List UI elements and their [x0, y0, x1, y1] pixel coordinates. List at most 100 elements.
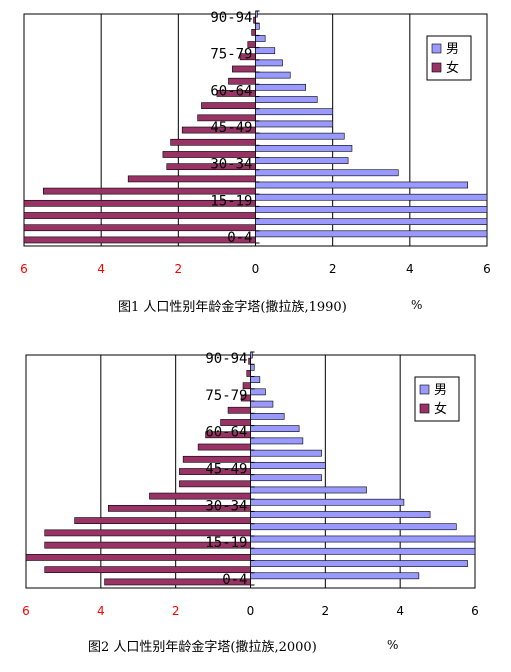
x-tick-label: 4 — [97, 262, 105, 276]
male-bar-60-64 — [255, 83, 306, 91]
age-label: 30-34 — [205, 498, 247, 514]
male-bar-40-44 — [250, 474, 322, 482]
legend-box — [426, 35, 472, 81]
female-bar-40-44 — [179, 480, 251, 488]
female-bar-75-79 — [239, 53, 256, 61]
male-bar-35-39 — [250, 486, 367, 494]
legend-swatch-male — [431, 43, 442, 54]
chart1-unit: % — [411, 298, 423, 312]
female-bar-65-69 — [220, 419, 251, 426]
legend-label-female: 女 — [446, 60, 459, 76]
female-bar-55-59 — [201, 102, 256, 109]
male-bar-5-9 — [250, 560, 468, 567]
age-label: 60-64 — [205, 425, 247, 441]
female-bar-0-4 — [23, 236, 256, 244]
age-label: 75-79 — [205, 388, 247, 404]
male-bar-20-24 — [255, 181, 469, 189]
female-bar-10-14 — [23, 212, 256, 219]
age-label: 60-64 — [210, 83, 252, 99]
female-bar-25-29 — [127, 175, 256, 183]
x-tick-label: 0 — [252, 262, 260, 276]
female-bar-90-94 — [253, 16, 256, 24]
x-tick-label: 4 — [406, 262, 414, 276]
age-label: 45-49 — [210, 120, 252, 136]
legend-label-male: 男 — [446, 42, 459, 57]
male-bar-10-14 — [255, 206, 488, 213]
female-bar-50-54 — [182, 455, 251, 463]
male-bar-25-29 — [255, 169, 399, 177]
x-tick-label: 4 — [396, 604, 404, 618]
female-bar-80-84 — [242, 382, 251, 390]
legend-swatch-female — [419, 403, 430, 414]
legend-box — [414, 376, 460, 422]
female-bar-25-29 — [74, 517, 251, 524]
male-bar-80-84 — [250, 376, 261, 383]
female-bar-65-69 — [228, 77, 256, 85]
male-bar-75-79 — [250, 388, 266, 396]
x-tick-label: 2 — [172, 604, 180, 618]
male-bar-45-49 — [250, 462, 326, 469]
female-bar-15-19 — [23, 199, 256, 207]
male-bar-55-59 — [250, 437, 304, 445]
age-label: 75-79 — [210, 47, 252, 63]
age-label: 30-34 — [210, 157, 252, 173]
age-label: 90-94 — [205, 351, 247, 367]
age-label: 15-19 — [205, 535, 247, 551]
x-tick-label: 6 — [483, 262, 491, 276]
male-bar-5-9 — [255, 218, 488, 225]
female-bar-0-4 — [104, 578, 251, 586]
female-bar-70-74 — [232, 65, 256, 73]
x-tick-label: 6 — [20, 262, 28, 276]
male-bar-90-94 — [255, 10, 258, 18]
male-bar-20-24 — [250, 523, 457, 531]
female-bar-35-39 — [162, 151, 256, 158]
male-bar-35-39 — [255, 145, 353, 152]
chart1: 90-94 75-79 60-64 45-49 30-34 15-19 0-4 6 4 2 0 2 4 6… — [20, 10, 491, 276]
chart2: 90-94 75-79 60-64 45-49 30-34 15-19 0-4 6 4 2 0 2 4 6… — [22, 351, 479, 618]
male-bar-40-44 — [255, 132, 345, 140]
female-bar-35-39 — [149, 492, 251, 500]
legend-swatch-male — [419, 384, 430, 395]
legend-swatch-female — [431, 62, 442, 73]
chart2-caption: 图2 人口性别年龄金字塔(撒拉族,2000) — [88, 640, 317, 655]
male-bar-85-89 — [255, 22, 260, 30]
male-bar-45-49 — [255, 120, 333, 128]
chart1-caption: 图1 人口性别年龄金字塔(撒拉族,1990) — [118, 300, 347, 315]
male-bar-15-19 — [255, 193, 488, 201]
age-label: 0-4 — [227, 230, 252, 246]
x-tick-label: 6 — [22, 604, 30, 618]
male-bar-10-14 — [250, 547, 476, 555]
female-bar-55-59 — [197, 443, 251, 451]
x-tick-label: 4 — [97, 604, 105, 618]
male-bar-0-4 — [255, 230, 488, 238]
male-bar-25-29 — [250, 511, 431, 518]
female-bar-30-34 — [108, 504, 251, 512]
male-bar-0-4 — [250, 572, 420, 580]
legend-label-female: 女 — [434, 401, 447, 417]
female-bar-45-49 — [181, 126, 256, 134]
female-bar-40-44 — [170, 138, 256, 146]
female-bar-75-79 — [240, 394, 251, 402]
male-bar-85-89 — [250, 363, 255, 371]
male-bar-75-79 — [255, 47, 276, 55]
male-bar-30-34 — [255, 157, 349, 164]
female-bar-20-24 — [44, 529, 251, 537]
male-bar-65-69 — [255, 71, 291, 79]
female-bar-70-74 — [227, 406, 251, 414]
female-bar-60-64 — [205, 431, 251, 439]
male-bar-60-64 — [250, 425, 300, 433]
male-bar-65-69 — [250, 413, 285, 420]
male-bar-70-74 — [255, 59, 283, 67]
male-bar-55-59 — [255, 96, 318, 103]
male-bar-30-34 — [250, 498, 405, 506]
male-bar-50-54 — [255, 108, 333, 116]
x-tick-label: 2 — [322, 604, 330, 618]
legend-label-male: 男 — [434, 383, 447, 398]
female-bar-80-84 — [247, 41, 256, 48]
male-bar-90-94 — [250, 351, 253, 359]
female-bar-90-94 — [248, 357, 251, 365]
age-label: 90-94 — [210, 10, 252, 26]
female-bar-45-49 — [179, 468, 251, 475]
male-bar-15-19 — [250, 535, 476, 543]
